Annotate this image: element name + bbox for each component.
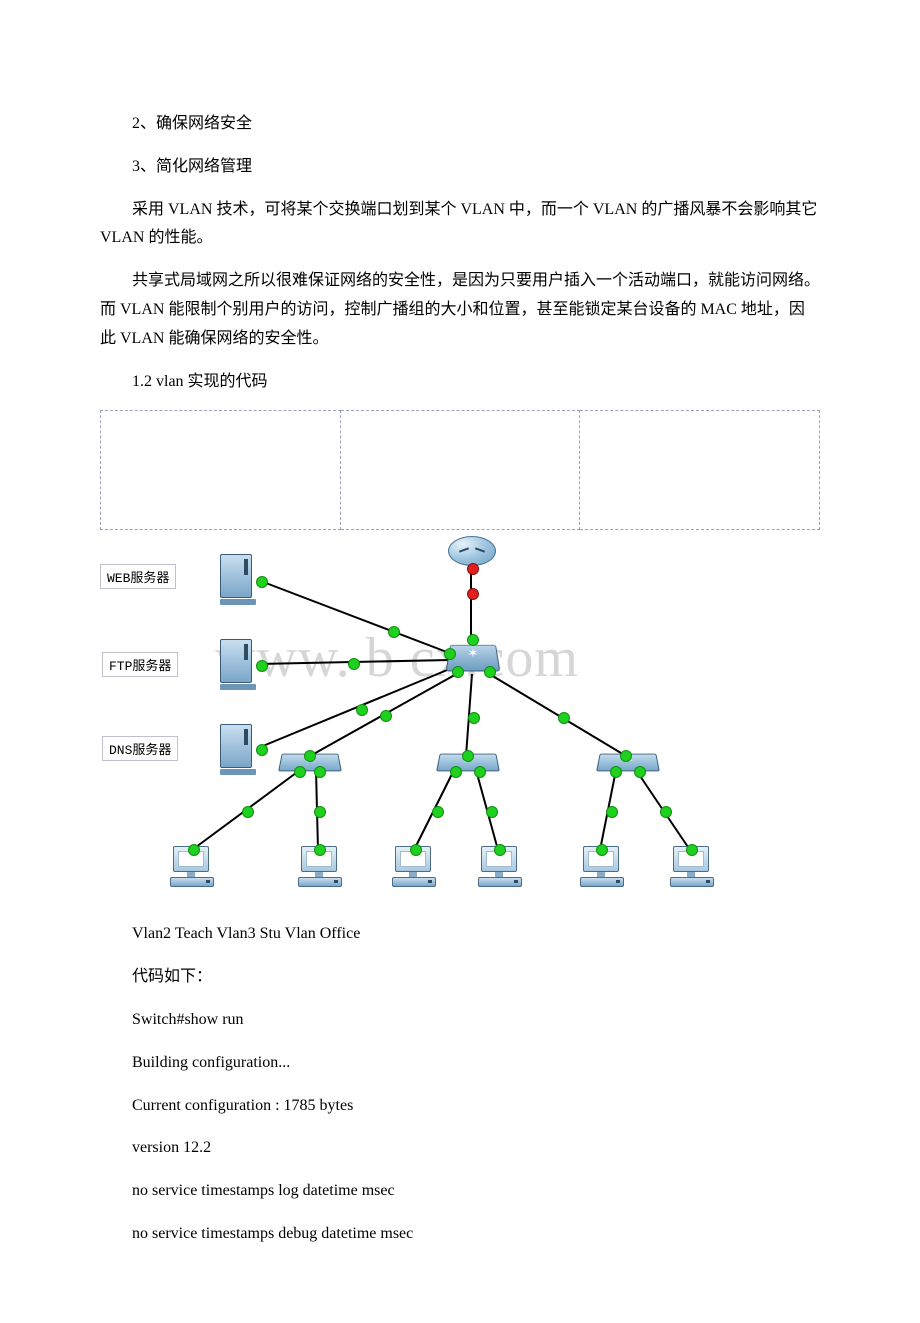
ftp-server [220, 639, 256, 689]
link-status-dot [356, 704, 368, 716]
bullet-2: 2、确保网络安全 [100, 110, 820, 139]
link-status-dot [634, 766, 646, 778]
code-line-6: no service timestamps debug datetime mse… [100, 1220, 820, 1249]
dashed-cell-2 [341, 410, 581, 530]
link-status-dot [242, 806, 254, 818]
link-status-dot [486, 806, 498, 818]
bullet-3: 3、简化网络管理 [100, 153, 820, 182]
heading-1-2: 1.2 vlan 实现的代码 [100, 368, 820, 397]
link-status-dot [314, 806, 326, 818]
link-status-dot [474, 766, 486, 778]
router [448, 536, 494, 566]
link-status-dot [452, 666, 464, 678]
link-status-dot [432, 806, 444, 818]
link-status-dot [256, 660, 268, 672]
vlan-line: Vlan2 Teach Vlan3 Stu Vlan Office [100, 920, 820, 949]
dns-server [220, 724, 256, 774]
link-status-dot [450, 766, 462, 778]
link-status-dot [660, 806, 672, 818]
link-status-dot [467, 563, 479, 575]
link-status-dot [606, 806, 618, 818]
code-line-2: Building configuration... [100, 1049, 820, 1078]
code-line-1: Switch#show run [100, 1006, 820, 1035]
link-status-dot [388, 626, 400, 638]
link-status-dot [314, 766, 326, 778]
dns-server-label: DNS服务器 [102, 736, 178, 761]
link-status-dot [294, 766, 306, 778]
dashed-cell-3 [580, 410, 820, 530]
link-status-dot [558, 712, 570, 724]
diagram-container: www. b cx.com WEB服务器FTP服务器DNS服务器 [100, 410, 820, 904]
paragraph-2: 共享式局域网之所以很难保证网络的安全性，是因为只要用户插入一个活动端口，就能访问… [100, 267, 820, 353]
dashed-table [100, 410, 820, 530]
link-status-dot [467, 588, 479, 600]
code-label: 代码如下： [100, 963, 820, 992]
link-status-dot [256, 576, 268, 588]
link-status-dot [256, 744, 268, 756]
link-status-dot [484, 666, 496, 678]
code-line-3: Current configuration : 1785 bytes [100, 1092, 820, 1121]
link-status-dot [348, 658, 360, 670]
code-line-5: no service timestamps log datetime msec [100, 1177, 820, 1206]
network-diagram: www. b cx.com WEB服务器FTP服务器DNS服务器 [100, 534, 820, 904]
link-status-dot [380, 710, 392, 722]
paragraph-1: 采用 VLAN 技术，可将某个交换端口划到某个 VLAN 中，而一个 VLAN … [100, 196, 820, 254]
ftp-server-label: FTP服务器 [102, 652, 178, 677]
web-server [220, 554, 256, 604]
link-status-dot [610, 766, 622, 778]
dashed-cell-1 [100, 410, 341, 530]
code-line-4: version 12.2 [100, 1134, 820, 1163]
web-server-label: WEB服务器 [100, 564, 176, 589]
document-page: 2、确保网络安全 3、简化网络管理 采用 VLAN 技术，可将某个交换端口划到某… [0, 0, 920, 1323]
link-status-dot [468, 712, 480, 724]
